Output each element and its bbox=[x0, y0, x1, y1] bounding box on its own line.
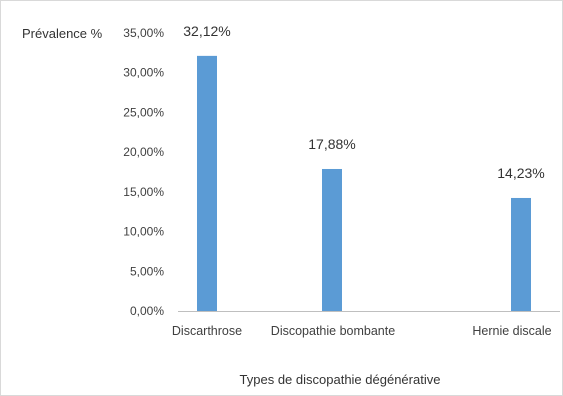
category-label: Discopathie bombante bbox=[271, 324, 395, 338]
y-tick-label: 35,00% bbox=[123, 26, 164, 40]
data-label: 14,23% bbox=[497, 165, 544, 181]
y-tick-label: 25,00% bbox=[123, 105, 164, 119]
category-labels: Discarthrose Discopathie bombante Hernie d… bbox=[172, 324, 552, 338]
x-axis-title: Types de discopathie dégénérative bbox=[240, 372, 441, 387]
data-label: 17,88% bbox=[308, 136, 355, 152]
y-tick-label: 0,00% bbox=[130, 304, 164, 318]
y-tick-label: 15,00% bbox=[123, 185, 164, 199]
data-label: 32,12% bbox=[183, 23, 230, 39]
bar bbox=[322, 168, 342, 311]
category-label: Hernie discale bbox=[472, 324, 551, 338]
y-axis-ticks: 0,00% 5,00% 10,00% 15,00% 20,00% 25,00% 30,00%… bbox=[123, 26, 164, 318]
bar bbox=[511, 197, 531, 311]
category-label: Discarthrose bbox=[172, 324, 242, 338]
y-tick-label: 5,00% bbox=[130, 264, 164, 278]
bars bbox=[197, 55, 531, 311]
data-labels: 32,12% 17,88% 14,23% bbox=[183, 23, 544, 181]
bar bbox=[197, 55, 217, 311]
y-tick-label: 20,00% bbox=[123, 145, 164, 159]
y-axis-title: Prévalence % bbox=[22, 26, 103, 41]
y-tick-label: 10,00% bbox=[123, 225, 164, 239]
y-tick-label: 30,00% bbox=[123, 66, 164, 80]
